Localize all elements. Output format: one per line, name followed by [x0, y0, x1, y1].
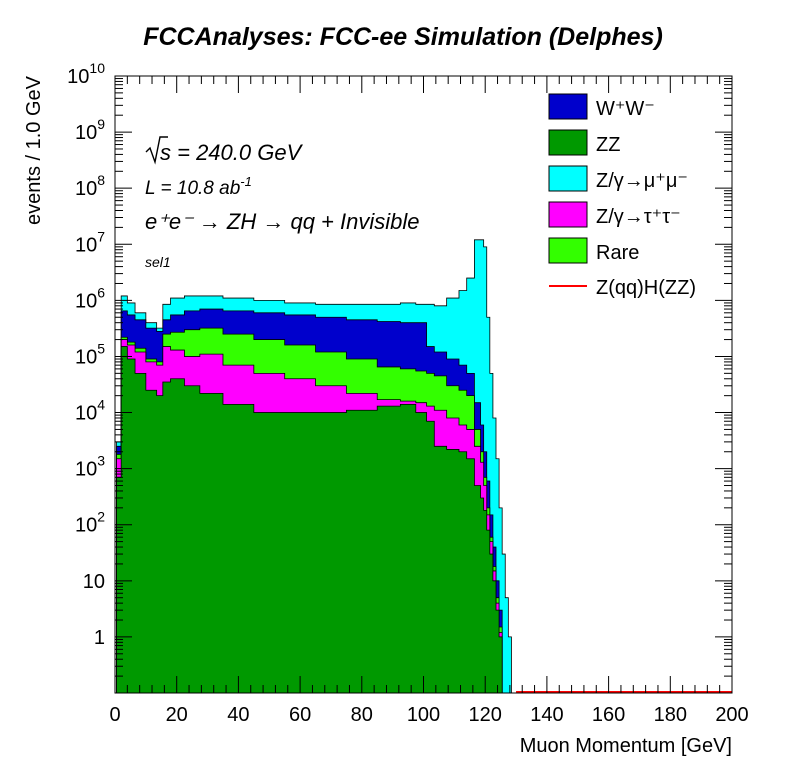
x-tick-label: 80: [351, 704, 373, 726]
legend-swatch-ww: [548, 93, 588, 120]
x-tick-label: 60: [289, 704, 311, 726]
legend-label-mumu: Z/γ→μ⁺μ⁻: [596, 170, 688, 192]
selection-annotation: sel1: [145, 254, 171, 270]
legend-label-signal: Z(qq)H(ZZ): [596, 277, 696, 299]
luminosity-text: L = 10.8 ab: [145, 178, 240, 199]
x-tick-label: 20: [166, 704, 188, 726]
y-tick-label: 109: [75, 116, 105, 144]
legend-swatch-rare: [548, 237, 588, 264]
y-axis-ticks: 1 10 102 103 104 105 106 107 108 109 1010: [67, 60, 732, 694]
x-tick-label: 140: [530, 704, 563, 726]
x-tick-label: 120: [469, 704, 502, 726]
y-tick-label: 102: [75, 509, 105, 537]
y-tick-label: 1: [94, 627, 105, 649]
luminosity-exponent: -1: [240, 174, 252, 189]
y-axis-label: events / 1.0 GeV: [23, 75, 45, 225]
x-tick-label: 0: [109, 704, 120, 726]
sqrt-s-annotation: s = 240.0 GeV: [145, 136, 304, 165]
x-axis-ticks: 0 20 40 60 80 100 120 140 160 180 200: [109, 76, 749, 726]
hist-zz: [116, 346, 518, 694]
legend-swatch-mumu: [548, 165, 588, 192]
legend-label-ww: W⁺W⁻: [596, 98, 655, 120]
sqrt-s-text: s = 240.0 GeV: [160, 140, 304, 165]
stacked-histograms: [116, 239, 518, 694]
x-axis-label: Muon Momentum [GeV]: [520, 735, 732, 757]
y-tick-label: 105: [75, 340, 105, 368]
y-tick-label: 1010: [67, 60, 105, 88]
legend-label-rare: Rare: [596, 242, 639, 264]
legend-label-zz: ZZ: [596, 134, 620, 156]
legend-label-tautau: Z/γ→τ⁺τ⁻: [596, 206, 681, 228]
y-tick-label: 104: [75, 397, 105, 425]
legend: W⁺W⁻ ZZ Z/γ→μ⁺μ⁻ Z/γ→τ⁺τ⁻ Rare Z(qq)H(ZZ): [548, 93, 696, 299]
sqrt-symbol-icon: [145, 136, 168, 165]
y-tick-label: 107: [75, 228, 105, 256]
luminosity-annotation: L = 10.8 ab-1: [145, 174, 252, 199]
x-tick-label: 200: [715, 704, 748, 726]
legend-swatch-tautau: [548, 201, 588, 228]
x-tick-label: 180: [654, 704, 687, 726]
chart-title: FCCAnalyses: FCC-ee Simulation (Delphes): [143, 23, 663, 51]
y-tick-label: 103: [75, 453, 105, 481]
y-tick-label: 108: [75, 172, 105, 200]
y-tick-label: 10: [83, 571, 105, 593]
x-tick-label: 40: [227, 704, 249, 726]
y-tick-label: 106: [75, 284, 105, 312]
x-tick-label: 100: [407, 704, 440, 726]
process-annotation: e⁺e⁻ → ZH → qq + Invisible: [145, 209, 420, 234]
x-tick-label: 160: [592, 704, 625, 726]
legend-swatch-zz: [548, 129, 588, 156]
